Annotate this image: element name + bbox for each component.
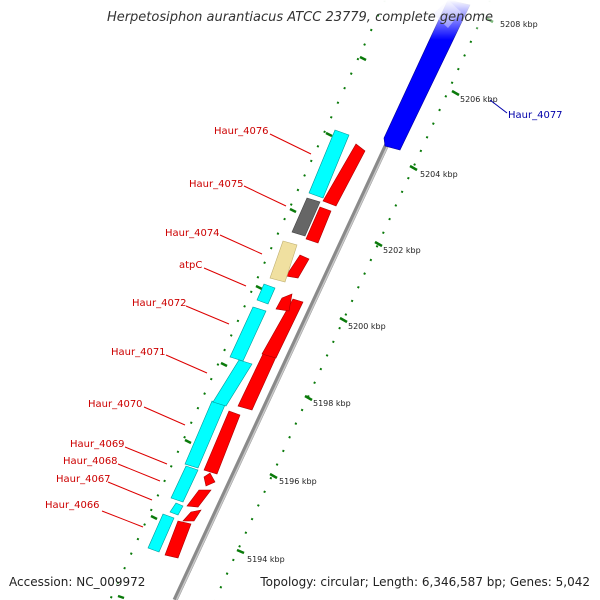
genome-stats: Topology: circular; Length: 6,346,587 bp… bbox=[260, 575, 590, 589]
gene-label: Haur_4066 bbox=[45, 500, 100, 511]
gene-label: Haur_4074 bbox=[165, 228, 220, 239]
gene-label: Haur_4068 bbox=[63, 456, 118, 467]
gene-rev-7 bbox=[256, 283, 276, 305]
label-leaders bbox=[101, 133, 312, 528]
ruler-label: 5198 kbp bbox=[313, 399, 351, 408]
ruler-label: 5202 kbp bbox=[383, 246, 421, 255]
gene-label: Haur_4067 bbox=[56, 474, 111, 485]
forward-genes bbox=[164, 143, 366, 559]
gene-label: Haur_4071 bbox=[111, 347, 166, 358]
ruler-label: 5204 kbp bbox=[420, 170, 458, 179]
gene-label: Haur_4069 bbox=[70, 439, 125, 450]
ruler-labels: 5194 kbp 5196 kbp 5198 kbp 5200 kbp 5202… bbox=[247, 20, 538, 564]
major-ticks bbox=[236, 16, 494, 555]
gene-rev-3 bbox=[170, 465, 199, 503]
gene-label: Haur_4072 bbox=[132, 298, 187, 309]
gene-labels: Haur_4066 Haur_4067 Haur_4068 Haur_4069 … bbox=[45, 110, 563, 511]
label-leader-blue bbox=[489, 99, 508, 114]
inner-major-ticks bbox=[117, 55, 367, 600]
ruler-label: 5206 kbp bbox=[460, 95, 498, 104]
gene-haur-4067 bbox=[182, 509, 202, 522]
top-fade bbox=[380, 0, 500, 40]
gene-other bbox=[269, 240, 298, 283]
gene-haur-4068 bbox=[186, 489, 212, 508]
gene-label: Haur_4076 bbox=[214, 126, 269, 137]
gene-rev-2 bbox=[169, 502, 184, 516]
gene-rev-1 bbox=[147, 513, 175, 553]
gene-rev-5 bbox=[212, 359, 253, 407]
gene-rev-6 bbox=[229, 306, 267, 362]
gene-label: Haur_4075 bbox=[189, 179, 244, 190]
ruler-ticks bbox=[214, 0, 491, 600]
reverse-genes bbox=[147, 129, 350, 553]
gene-label: Haur_4077 bbox=[508, 110, 563, 121]
ruler-label: 5196 kbp bbox=[279, 477, 317, 486]
gene-label: Haur_4070 bbox=[88, 399, 143, 410]
accession-text: Accession: NC_009972 bbox=[9, 575, 146, 589]
gene-atpc bbox=[275, 293, 293, 312]
gene-haur-4074 bbox=[285, 254, 310, 279]
gene-haur-4076 bbox=[322, 143, 366, 207]
gene-haur-4075 bbox=[305, 206, 332, 244]
gene-rna bbox=[291, 197, 321, 237]
gene-label: atpC bbox=[179, 260, 202, 271]
ruler-label: 5194 kbp bbox=[247, 555, 285, 564]
ruler-label: 5208 kbp bbox=[500, 20, 538, 29]
gene-haur-4072 bbox=[261, 298, 304, 359]
map-title: Herpetosiphon aurantiacus ATCC 23779, co… bbox=[106, 10, 494, 25]
gene-haur-4066 bbox=[164, 520, 192, 559]
gene-haur-4070 bbox=[203, 410, 241, 475]
gene-haur-4069 bbox=[203, 472, 216, 487]
gene-rev-8 bbox=[308, 129, 350, 199]
ruler-label: 5200 kbp bbox=[348, 322, 386, 331]
